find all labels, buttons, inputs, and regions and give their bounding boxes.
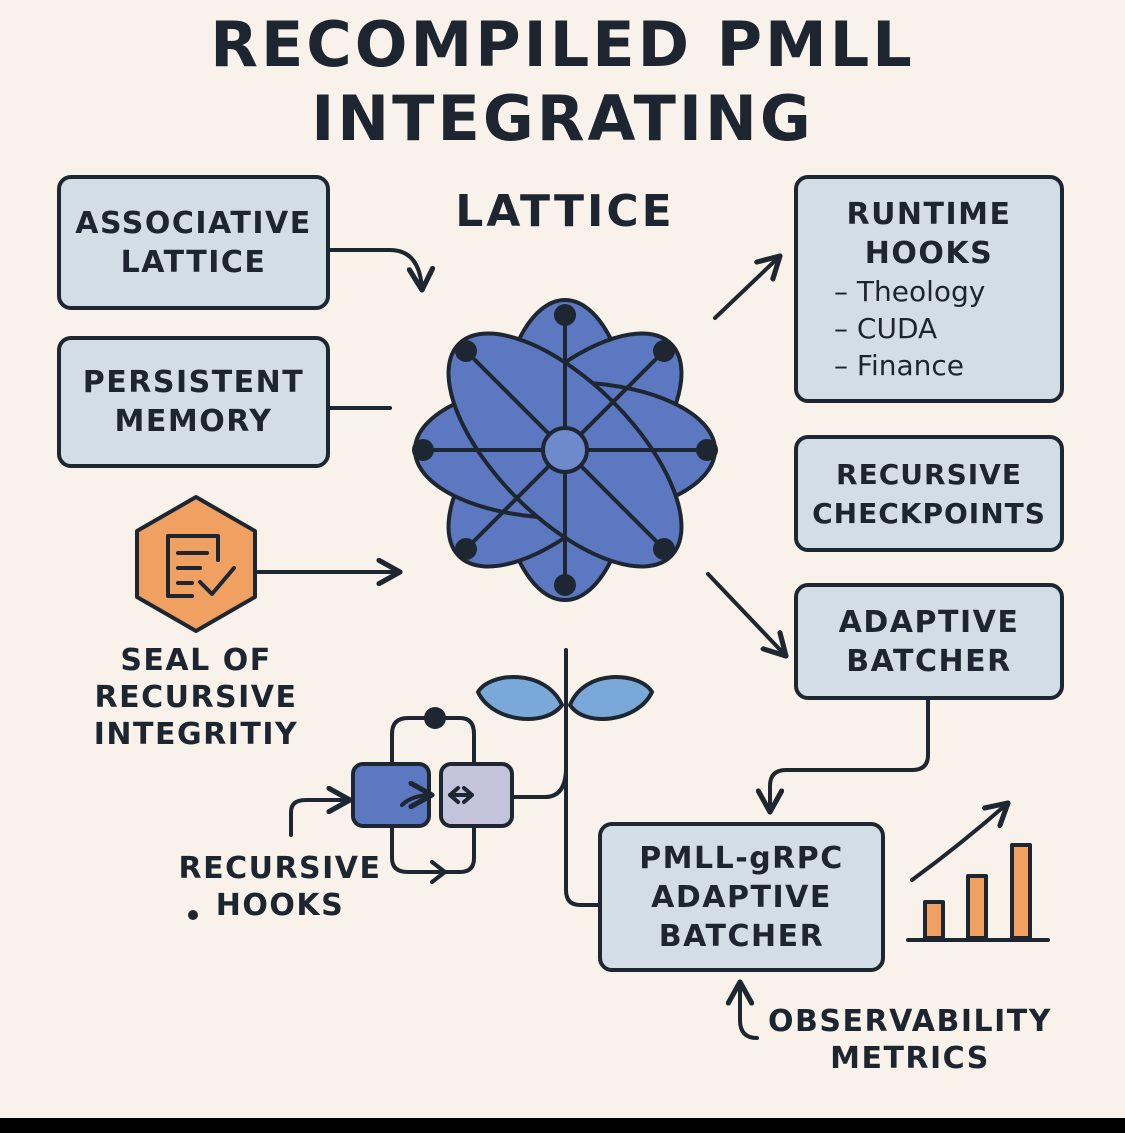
- observability-line-2: METRICS: [830, 1041, 990, 1076]
- title-line-2: INTEGRATING: [311, 82, 814, 155]
- associative-lattice-box: ASSOCIATIVE LATTICE: [57, 175, 330, 310]
- runtime-hooks-box: RUNTIME HOOKS – Theology – CUDA – Financ…: [794, 175, 1064, 403]
- bar-chart-growth-icon: [906, 803, 1050, 942]
- recursive-checkpoints-box: RECURSIVE CHECKPOINTS: [794, 435, 1064, 552]
- connector-runtime: [713, 256, 780, 320]
- adaptive-batcher-box: ADAPTIVE BATCHER: [794, 583, 1064, 700]
- bottom-bar: [0, 1118, 1125, 1133]
- runtime-item-theology: – Theology: [834, 274, 986, 308]
- seal-label: SEAL OF RECURSIVE INTEGRITIY: [80, 642, 312, 753]
- subtitle: LATTICE: [455, 186, 675, 237]
- recursive-loop-icon: [351, 716, 514, 884]
- seal-line-1: SEAL OF: [120, 643, 272, 678]
- runtime-line-2: HOOKS: [864, 235, 994, 271]
- runtime-item-finance: – Finance: [834, 348, 965, 382]
- leaf-right: [567, 674, 655, 721]
- runtime-item-cuda: – CUDA: [834, 311, 938, 345]
- associative-line-1: ASSOCIATIVE: [75, 205, 312, 241]
- observability-metrics-label: OBSERVABILITY METRICS: [765, 1003, 1055, 1077]
- connector-hooks-label: [289, 800, 350, 837]
- checkpoints-line-1: RECURSIVE: [836, 457, 1022, 491]
- hooks-line-1: RECURSIVE: [178, 851, 382, 886]
- observability-line-1: OBSERVABILITY: [768, 1004, 1052, 1039]
- connector-stem-grpc: [564, 648, 600, 907]
- persistent-line-2: MEMORY: [114, 404, 273, 439]
- pmll-grpc-batcher-box: PMLL-gRPC ADAPTIVE BATCHER: [598, 822, 885, 972]
- runtime-hooks-list: – Theology – CUDA – Finance: [834, 273, 985, 384]
- connector-observability: [740, 982, 759, 1040]
- persistent-memory-box: PERSISTENT MEMORY: [57, 336, 330, 468]
- grpc-line-3: BATCHER: [658, 918, 825, 954]
- adaptive-line-2: BATCHER: [846, 643, 1012, 679]
- recursive-hooks-label: RECURSIVE HOOKS: [170, 850, 390, 924]
- connector-adaptive: [706, 572, 786, 656]
- connector-hooks-stem: [510, 768, 568, 799]
- lattice-flower-icon: [412, 298, 718, 602]
- grpc-line-1: PMLL-gRPC: [639, 840, 844, 876]
- hooks-line-2: HOOKS: [215, 888, 345, 923]
- seal-line-3: INTEGRITIY: [93, 717, 299, 752]
- runtime-line-1: RUNTIME: [846, 196, 1012, 232]
- persistent-line-1: PERSISTENT: [82, 365, 305, 400]
- document-check-icon: [135, 495, 257, 633]
- leaf-left: [475, 674, 655, 721]
- title-line-1: RECOMPILED PMLL: [210, 8, 915, 81]
- adaptive-line-1: ADAPTIVE: [838, 604, 1020, 640]
- grpc-line-2: ADAPTIVE: [651, 879, 832, 915]
- checkpoints-line-2: CHECKPOINTS: [812, 496, 1046, 530]
- bullet-dot: [188, 910, 198, 920]
- hooks-node-dot: [424, 707, 446, 729]
- associative-line-2: LATTICE: [120, 244, 267, 280]
- connector-associative: [328, 248, 422, 290]
- seal-line-2: RECURSIVE: [94, 680, 298, 715]
- connector-adaptive-grpc: [770, 698, 930, 812]
